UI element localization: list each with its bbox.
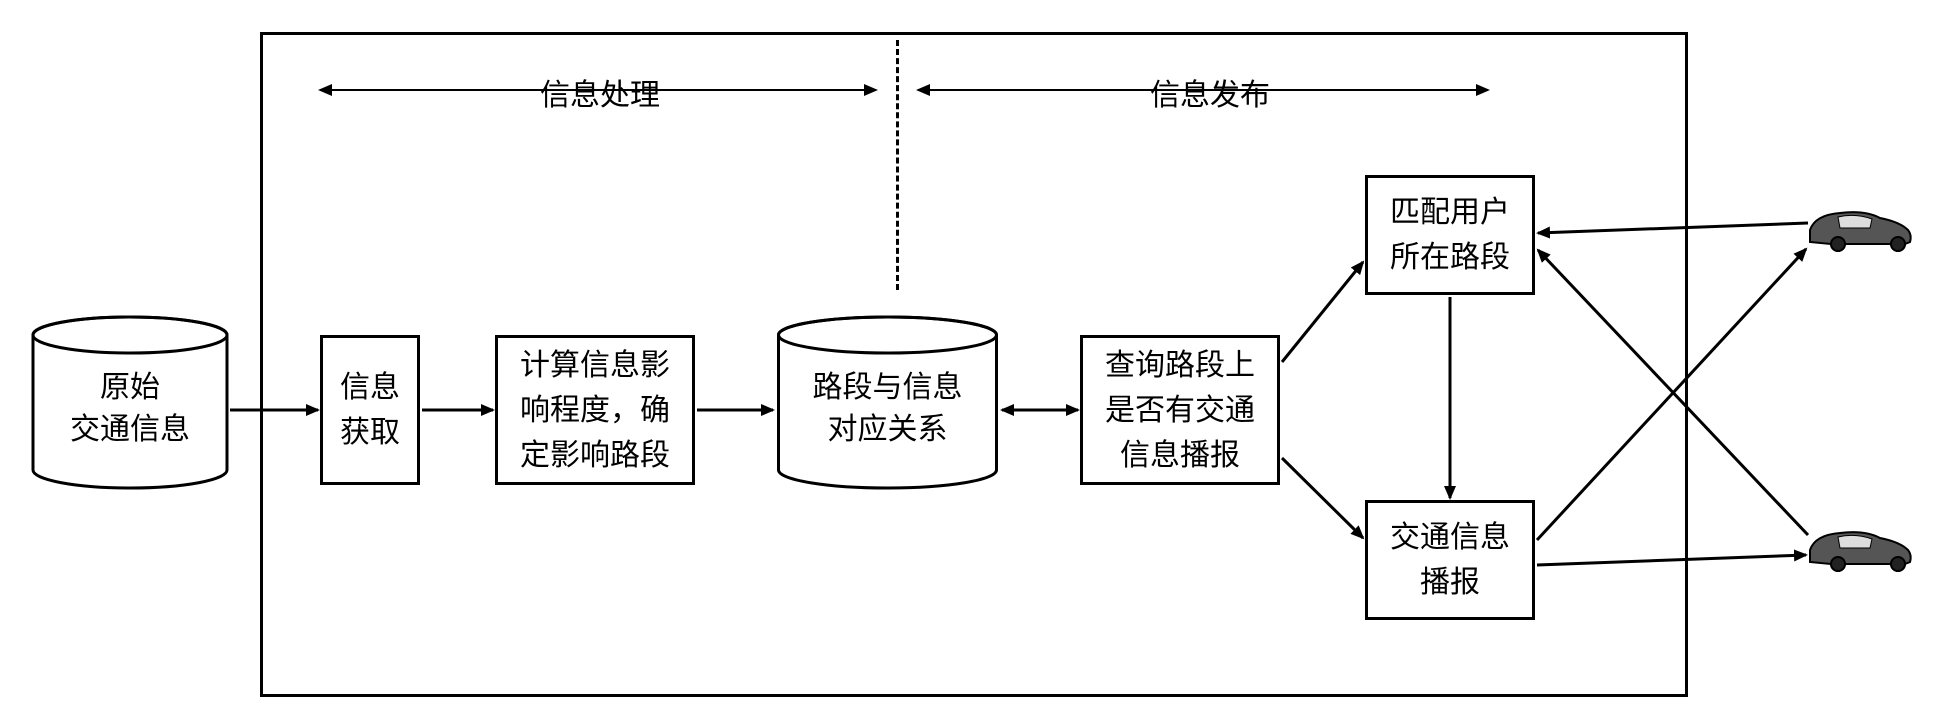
bcast-l2: 播报 [1420, 566, 1480, 599]
match-l2: 所在路段 [1390, 241, 1510, 274]
calc-impact-box: 计算信息影 响程度，确 定影响路段 [495, 335, 695, 485]
calc-l3: 定影响路段 [520, 439, 670, 472]
broadcast-box: 交通信息 播报 [1365, 500, 1535, 620]
source-db-line1: 原始 [100, 371, 160, 404]
match-l1: 匹配用户 [1390, 196, 1510, 229]
query-l2: 是否有交通 [1105, 394, 1255, 427]
info-acquisition-box: 信息 获取 [320, 335, 420, 485]
bcast-l1: 交通信息 [1390, 521, 1510, 554]
relation-database: 路段与信息 对应关系 [775, 315, 1000, 490]
rel-db-l2: 对应关系 [828, 413, 948, 446]
rel-db-l1: 路段与信息 [813, 371, 963, 404]
car-top-icon [1810, 212, 1911, 251]
query-box: 查询路段上 是否有交通 信息播报 [1080, 335, 1280, 485]
info-get-l2: 获取 [340, 416, 400, 449]
section-divider [896, 40, 899, 290]
query-l1: 查询路段上 [1105, 349, 1255, 382]
section-label-processing: 信息处理 [540, 70, 660, 114]
source-database: 原始 交通信息 [30, 315, 230, 490]
section-label-publishing: 信息发布 [1150, 70, 1270, 114]
match-user-box: 匹配用户 所在路段 [1365, 175, 1535, 295]
info-get-l1: 信息 [340, 371, 400, 404]
car-bottom-icon [1810, 532, 1911, 571]
calc-l1: 计算信息影 [520, 349, 670, 382]
calc-l2: 响程度，确 [520, 394, 670, 427]
source-db-line2: 交通信息 [70, 413, 190, 446]
query-l3: 信息播报 [1120, 439, 1240, 472]
